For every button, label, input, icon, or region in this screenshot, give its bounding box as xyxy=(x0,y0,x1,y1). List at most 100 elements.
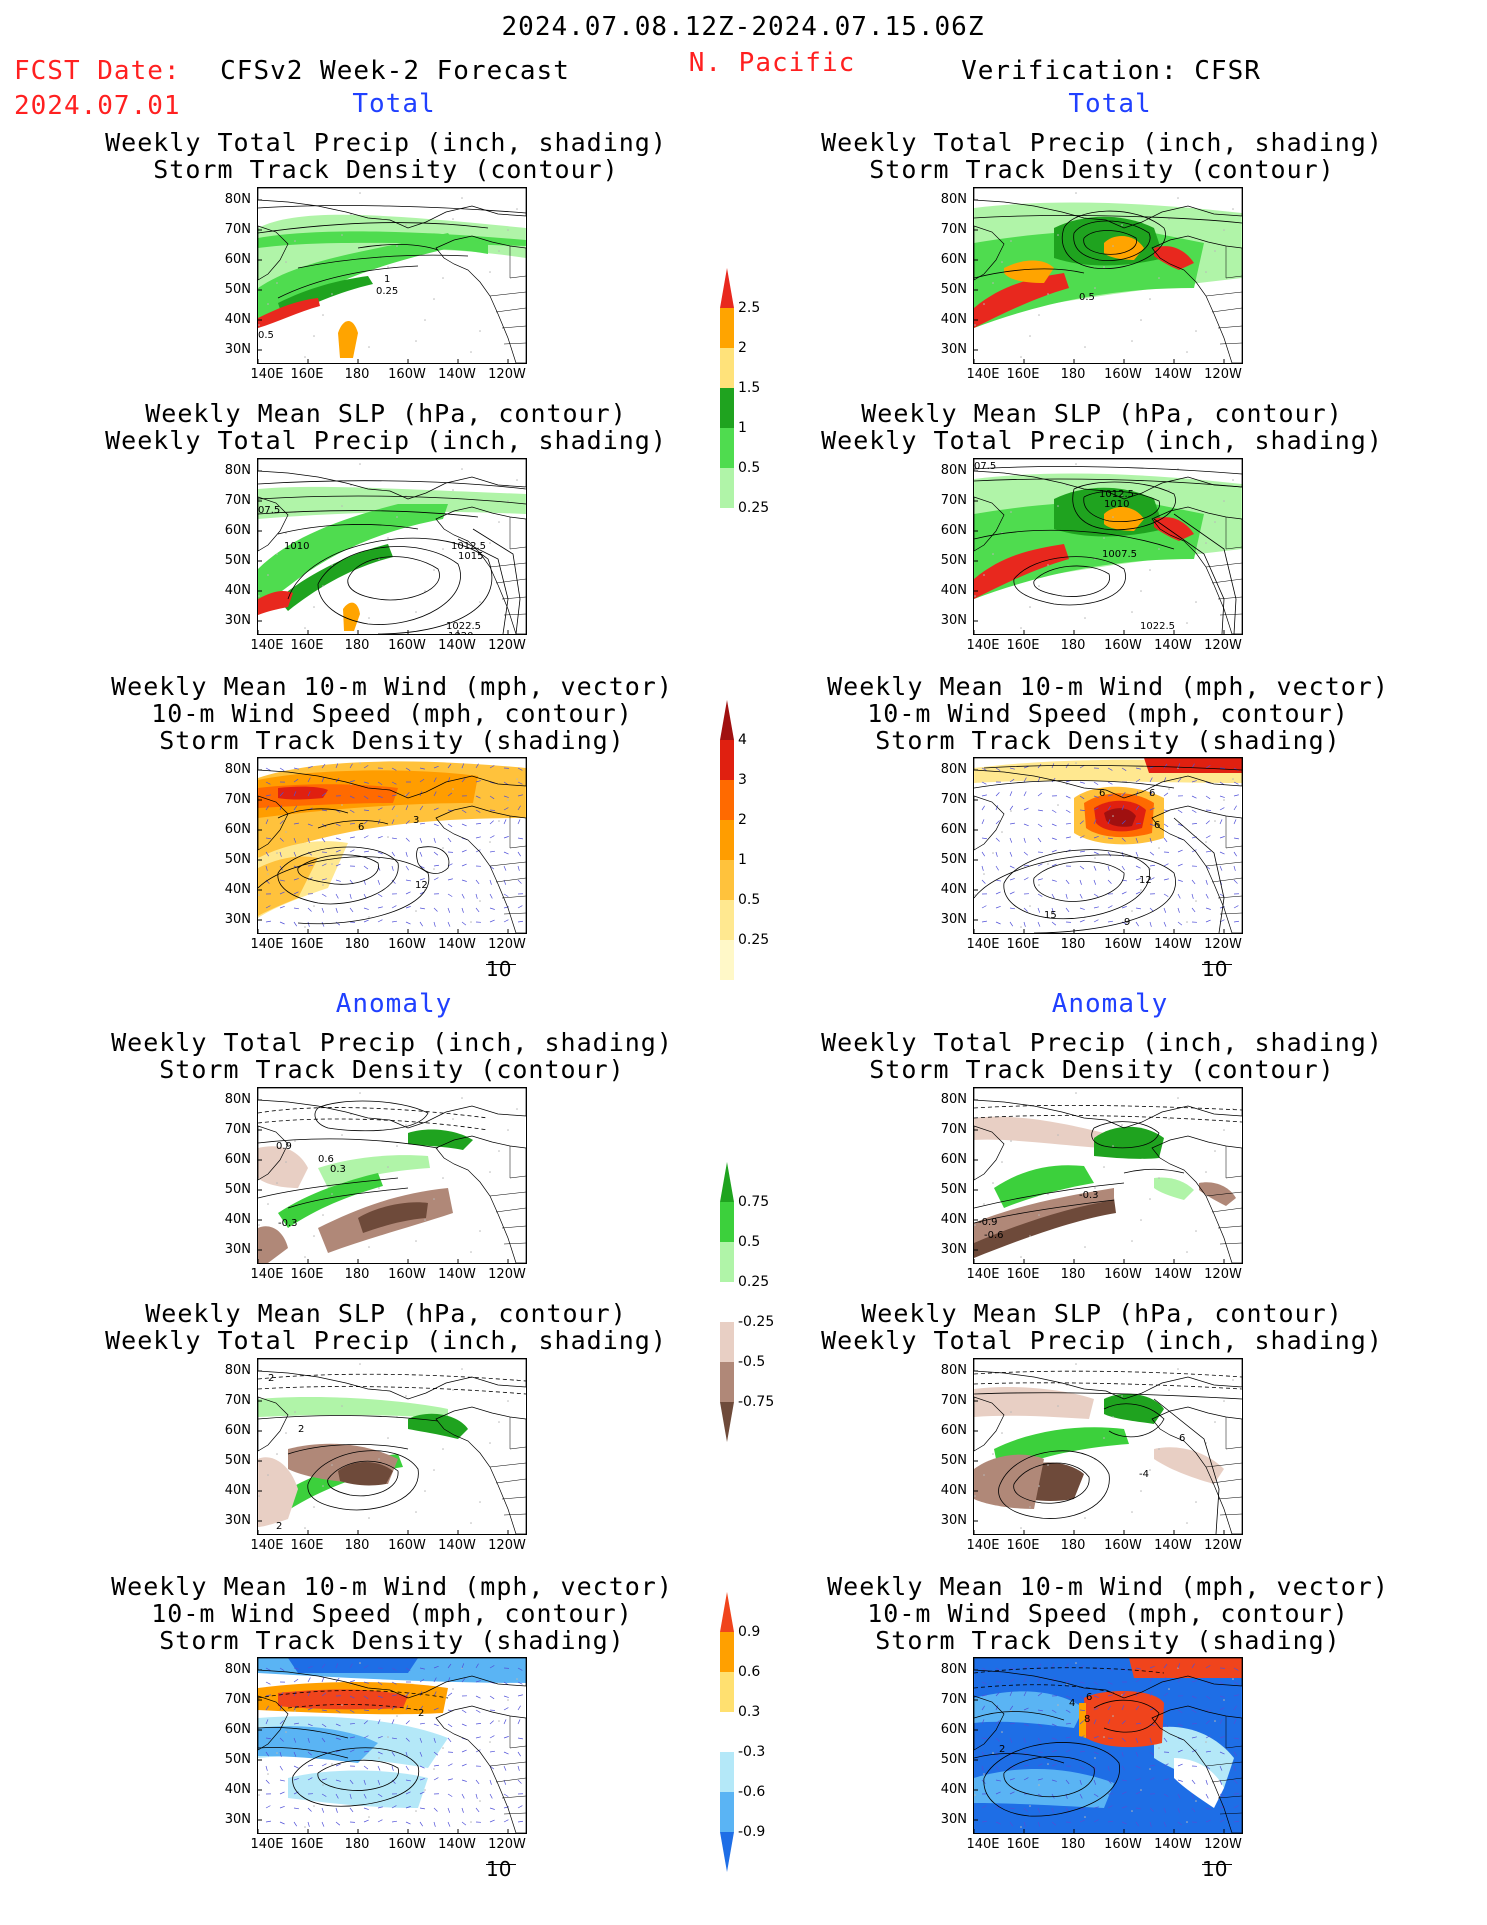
stipple-dot xyxy=(276,553,278,555)
lon-tick-label: 160W xyxy=(1104,1267,1142,1282)
lon-tick-label: 160W xyxy=(1104,1837,1142,1852)
stipple-dot xyxy=(489,1442,491,1444)
stipple-dot xyxy=(387,1437,389,1439)
stipple-dot xyxy=(359,1092,361,1094)
contour-label: 1010 xyxy=(284,541,309,552)
contour-label: 6 xyxy=(1154,820,1160,831)
stipple-dot xyxy=(498,1720,500,1722)
colorbar-swatch xyxy=(720,388,734,428)
shading-region xyxy=(1144,758,1242,773)
coastlines xyxy=(974,1359,1242,1534)
stipple-dot xyxy=(974,1224,976,1226)
lon-tick-label: 140W xyxy=(1154,1538,1192,1553)
stipple-dot xyxy=(396,516,398,518)
colorbar-label: -0.6 xyxy=(738,1784,766,1800)
stipple-dot xyxy=(1047,1763,1049,1765)
stipple-dot xyxy=(461,468,463,470)
stipple-dot xyxy=(1186,1821,1188,1823)
stipple-dot xyxy=(1158,1177,1160,1179)
panel-title-vr-total-wind: Weekly Mean 10-m Wind (mph, vector) 10-m … xyxy=(827,672,1389,755)
stipple-dot xyxy=(424,1789,426,1791)
panel-title-fc-total-wind: Weekly Mean 10-m Wind (mph, vector) 10-m … xyxy=(111,672,673,755)
stipple-dot xyxy=(470,1522,472,1524)
lon-tick-label: 140E xyxy=(250,1837,284,1852)
stipple-dot xyxy=(276,852,278,854)
stipple-dot xyxy=(1168,788,1170,790)
lon-tick-label: 120W xyxy=(1204,937,1242,952)
lon-tick-label: 140W xyxy=(438,1267,476,1282)
stipple-dot xyxy=(433,868,435,870)
lat-tick-label: 30N xyxy=(224,912,251,927)
stipple-dot xyxy=(1010,240,1012,242)
stipple-dot xyxy=(424,1219,426,1221)
stipple-dot xyxy=(983,303,985,305)
lat-tick-label: 70N xyxy=(224,493,251,508)
lon-tick-label: 180 xyxy=(1060,1267,1086,1282)
stipple-dot xyxy=(368,346,370,348)
lat-tick-label: 50N xyxy=(224,553,251,568)
lon-tick-label: 160W xyxy=(388,367,426,382)
stipple-dot xyxy=(983,1773,985,1775)
colorbar-label: 0.6 xyxy=(738,1664,761,1680)
lon-tick-label: 160W xyxy=(388,1267,426,1282)
lon-tick-label: 140E xyxy=(250,638,284,653)
stipple-dot xyxy=(313,1506,315,1508)
stipple-dot xyxy=(489,271,491,273)
lon-tick-label: 140E xyxy=(966,1267,1000,1282)
stipple-dot xyxy=(387,537,389,539)
map-vr-anom-precip: -0.3 -0.9 -0.6 xyxy=(973,1087,1243,1264)
shading-region xyxy=(1154,1447,1224,1484)
lat-tick-label: 80N xyxy=(224,463,251,478)
stipple-dot xyxy=(452,1118,454,1120)
stipple-dot xyxy=(1038,1485,1040,1487)
stipple-dot xyxy=(1057,505,1059,507)
lat-tick-label: 80N xyxy=(940,192,967,207)
stipple-dot xyxy=(516,479,518,481)
stipple-dot xyxy=(992,1182,994,1184)
shading-region xyxy=(1154,517,1194,541)
lon-tick-label: 160W xyxy=(388,638,426,653)
colorbar-label: -0.3 xyxy=(738,1744,766,1760)
stipple-dot xyxy=(396,815,398,817)
stipple-dot xyxy=(415,340,417,342)
stipple-dot xyxy=(1232,479,1234,481)
stipple-dot xyxy=(1214,250,1216,252)
shading-region xyxy=(1104,507,1144,531)
panel-title-fc-total-precip: Weekly Total Precip (inch, shading) Storm… xyxy=(105,128,667,184)
stipple-dot xyxy=(405,224,407,226)
stipple-dot xyxy=(470,351,472,353)
lat-tick-label: 80N xyxy=(940,1662,967,1677)
lat-tick-label: 40N xyxy=(224,312,251,327)
contour-label: 1010 xyxy=(1104,499,1129,510)
lon-tick-label: 140W xyxy=(1154,367,1192,382)
contour-label: 0.25 xyxy=(376,286,398,297)
stipple-dot xyxy=(1075,192,1077,194)
stipple-dot xyxy=(442,277,444,279)
stipple-dot xyxy=(267,1773,269,1775)
stipple-dot xyxy=(1084,1517,1086,1519)
stipple-dot xyxy=(1131,1240,1133,1242)
lon-tick-label: 140E xyxy=(966,367,1000,382)
stipple-dot xyxy=(1149,1198,1151,1200)
map-canvas: 0.9 0.60.3 -0.3 xyxy=(258,1088,526,1263)
shading-region xyxy=(1104,1393,1164,1424)
lat-tick-label: 70N xyxy=(224,792,251,807)
lon-tick-label: 160E xyxy=(290,1837,324,1852)
stipple-dot xyxy=(1029,606,1031,608)
lat-tick-label: 40N xyxy=(224,1782,251,1797)
period-title: 2024.07.08.12Z-2024.07.15.06Z xyxy=(501,12,985,42)
contour-label: 0.5 xyxy=(1079,292,1095,303)
stipple-dot xyxy=(1057,234,1059,236)
stipple-dot xyxy=(1158,1448,1160,1450)
stipple-dot xyxy=(1047,564,1049,566)
contour-label: 4 xyxy=(1069,1698,1075,1709)
contour-label: 2 xyxy=(268,1373,274,1384)
map-canvas: -4 6 xyxy=(974,1359,1242,1534)
stipple-dot xyxy=(1057,1704,1059,1706)
stipple-dot xyxy=(1001,1161,1003,1163)
stipple-dot xyxy=(516,208,518,210)
stipple-dot xyxy=(1020,1826,1022,1828)
stipple-dot xyxy=(1121,1124,1123,1126)
stipple-dot xyxy=(294,1710,296,1712)
stipple-dot xyxy=(1103,836,1105,838)
